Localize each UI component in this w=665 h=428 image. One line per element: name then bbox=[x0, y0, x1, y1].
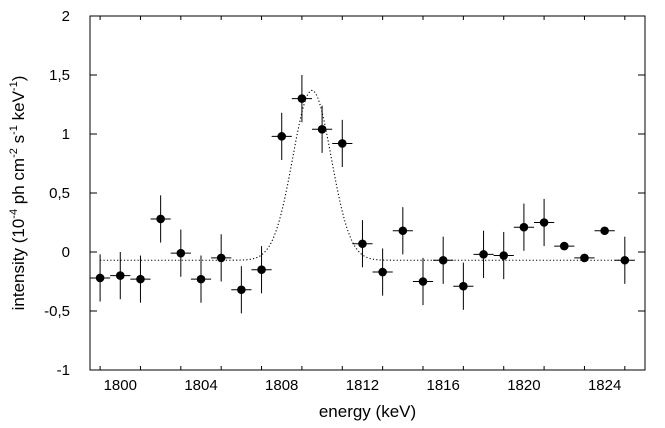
data-points-layer bbox=[90, 75, 635, 314]
data-point bbox=[580, 253, 589, 263]
y-label-text: keV bbox=[9, 90, 28, 125]
data-point bbox=[479, 250, 488, 259]
data-point bbox=[95, 273, 105, 283]
data-point-group bbox=[170, 229, 191, 277]
data-point bbox=[196, 274, 206, 284]
data-point-group bbox=[291, 75, 312, 123]
x-tick-label: 1820 bbox=[507, 377, 540, 394]
data-point-group bbox=[614, 236, 635, 284]
x-axis-ticks bbox=[99, 16, 626, 370]
x-tick-label: 1808 bbox=[265, 377, 298, 394]
data-point bbox=[600, 226, 609, 236]
x-tick-label: 1812 bbox=[346, 377, 379, 394]
data-point-group bbox=[453, 262, 474, 310]
y-label-text: s bbox=[9, 135, 28, 148]
data-point bbox=[438, 255, 448, 265]
data-point-group bbox=[513, 203, 534, 251]
y-tick-label: 0,5 bbox=[49, 185, 70, 202]
data-point-group bbox=[211, 234, 232, 282]
data-point-group bbox=[190, 255, 212, 303]
data-point bbox=[398, 226, 408, 236]
data-point bbox=[176, 248, 186, 258]
data-point bbox=[237, 285, 246, 295]
data-point bbox=[317, 124, 327, 134]
data-point bbox=[277, 132, 287, 141]
data-point-group bbox=[352, 220, 373, 268]
y-axis-label: intensity (10-4 ph cm-2 s-1 keV-1) bbox=[8, 76, 28, 311]
data-point bbox=[115, 271, 125, 280]
data-point-group bbox=[554, 241, 575, 251]
data-point-group bbox=[110, 252, 131, 300]
y-axis-tick-labels: -1 -0,5 0 0,5 1 1,5 2 bbox=[44, 8, 70, 379]
x-axis-label: energy (keV) bbox=[319, 402, 416, 421]
data-point-group bbox=[594, 226, 615, 236]
data-point-group bbox=[90, 254, 111, 302]
data-point-group bbox=[433, 236, 454, 284]
data-point-group bbox=[574, 253, 595, 263]
y-label-superscript: -1 bbox=[8, 81, 20, 91]
data-point bbox=[539, 218, 549, 227]
data-point bbox=[337, 139, 347, 148]
data-point bbox=[620, 255, 630, 265]
data-point-group bbox=[271, 112, 292, 160]
x-tick-label: 1804 bbox=[184, 377, 217, 394]
y-axis-ticks bbox=[90, 15, 645, 371]
x-tick-label: 1816 bbox=[426, 377, 459, 394]
y-label-superscript: -1 bbox=[8, 125, 20, 135]
data-point-group bbox=[332, 119, 353, 168]
y-label-superscript: -2 bbox=[8, 148, 20, 158]
y-label-text: intensity (10 bbox=[9, 219, 28, 311]
x-tick-label: 1824 bbox=[588, 377, 621, 394]
data-point bbox=[216, 253, 226, 263]
y-tick-label: -0,5 bbox=[44, 303, 70, 320]
x-axis-tick-labels: 1800 1804 1808 1812 1816 1820 1824 bbox=[104, 377, 622, 394]
data-point bbox=[559, 241, 569, 251]
data-point bbox=[358, 239, 367, 249]
y-tick-label: 1,5 bbox=[49, 67, 70, 84]
data-point bbox=[519, 222, 529, 232]
x-tick-label: 1800 bbox=[104, 377, 137, 394]
data-point bbox=[378, 267, 387, 277]
y-tick-label: 1 bbox=[62, 126, 70, 143]
data-point bbox=[297, 94, 307, 103]
y-tick-label: 2 bbox=[62, 8, 70, 25]
data-point-group bbox=[493, 231, 514, 280]
y-tick-label: -1 bbox=[57, 362, 70, 379]
data-point-group bbox=[412, 257, 434, 306]
y-label-superscript: -4 bbox=[8, 209, 20, 219]
data-point bbox=[257, 265, 266, 275]
data-point bbox=[499, 251, 509, 260]
y-label-text: ph cm bbox=[9, 158, 28, 209]
data-point bbox=[136, 274, 145, 284]
data-point-group bbox=[231, 266, 252, 314]
data-point-group bbox=[312, 105, 333, 153]
data-point-group bbox=[372, 248, 393, 296]
data-point bbox=[418, 277, 428, 286]
data-point bbox=[156, 214, 165, 224]
data-point-group bbox=[251, 246, 272, 294]
data-point-group bbox=[534, 198, 555, 247]
data-point-group bbox=[392, 207, 413, 255]
y-label-text: ) bbox=[9, 76, 28, 82]
data-point-group bbox=[150, 195, 171, 243]
data-point-group bbox=[130, 255, 151, 303]
data-point bbox=[459, 281, 468, 291]
data-point-group bbox=[473, 230, 494, 278]
y-tick-label: 0 bbox=[62, 244, 70, 261]
